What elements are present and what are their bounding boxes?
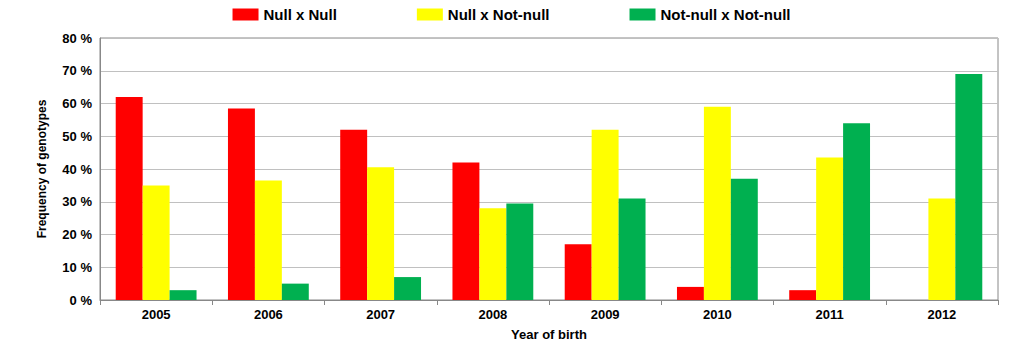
svg-text:30 %: 30 % xyxy=(62,194,92,209)
svg-text:10 %: 10 % xyxy=(62,260,92,275)
svg-text:0 %: 0 % xyxy=(70,293,93,308)
svg-text:80 %: 80 % xyxy=(62,31,92,46)
svg-text:60 %: 60 % xyxy=(62,96,92,111)
svg-text:2007: 2007 xyxy=(366,307,395,322)
svg-text:2012: 2012 xyxy=(927,307,956,322)
svg-text:Null x Null: Null x Null xyxy=(264,6,337,23)
svg-text:50 %: 50 % xyxy=(62,129,92,144)
svg-text:2010: 2010 xyxy=(703,307,732,322)
svg-text:2011: 2011 xyxy=(816,307,844,322)
svg-text:2009: 2009 xyxy=(591,307,620,322)
svg-text:Not-null x Not-null: Not-null x Not-null xyxy=(661,6,791,23)
svg-text:20 %: 20 % xyxy=(62,227,92,242)
svg-text:2006: 2006 xyxy=(254,307,283,322)
svg-text:40 %: 40 % xyxy=(62,162,92,177)
svg-text:70 %: 70 % xyxy=(62,63,92,78)
svg-text:Frequency of genotypes: Frequency of genotypes xyxy=(35,99,49,238)
svg-text:Null x Not-null: Null x Not-null xyxy=(448,6,550,23)
svg-text:Year of birth: Year of birth xyxy=(511,327,587,342)
svg-text:2005: 2005 xyxy=(142,307,171,322)
svg-text:2008: 2008 xyxy=(478,307,507,322)
